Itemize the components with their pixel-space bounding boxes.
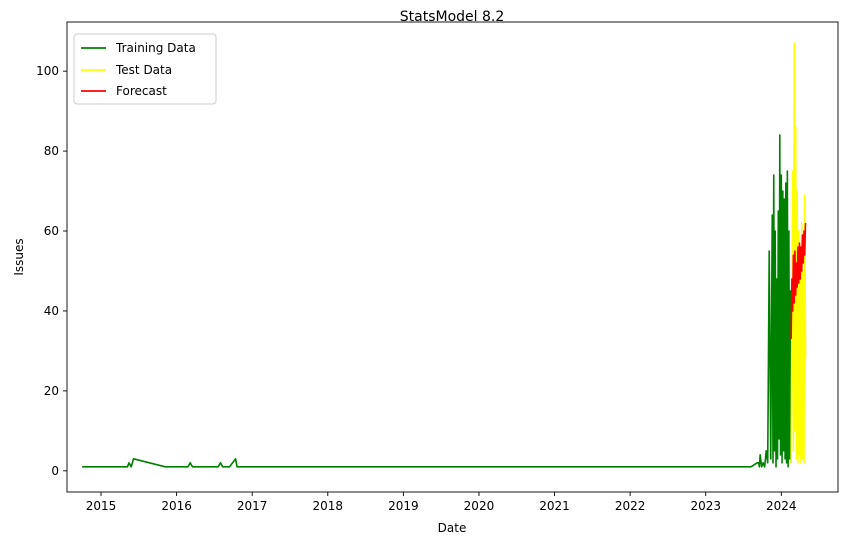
legend: Training Data Test Data Forecast: [73, 33, 217, 105]
x-tick-label: 2017: [237, 499, 268, 513]
x-tick-label: 2020: [464, 499, 495, 513]
x-tick-label: 2024: [766, 499, 797, 513]
x-axis-label: Date: [438, 521, 467, 535]
x-tick-label: 2022: [615, 499, 646, 513]
x-tick-label: 2015: [86, 499, 117, 513]
legend-label-test: Test Data: [115, 63, 172, 77]
y-tick-label: 40: [44, 304, 59, 318]
x-tick-label: 2021: [539, 499, 570, 513]
series-line-forecast: [790, 223, 807, 339]
y-tick-label: 0: [51, 464, 59, 478]
y-tick-label: 80: [44, 144, 59, 158]
y-tick-label: 20: [44, 384, 59, 398]
legend-box: [73, 33, 217, 105]
series-line-test-data: [790, 42, 807, 464]
series-line-training-data: [82, 134, 792, 468]
y-tick-label: 60: [44, 224, 59, 238]
legend-label-training: Training Data: [115, 41, 196, 55]
y-axis-ticks: 0 20 40 60 80 100: [36, 64, 67, 478]
y-tick-label: 100: [36, 64, 59, 78]
x-tick-label: 2019: [388, 499, 419, 513]
chart-title: StatsModel 8.2: [400, 9, 505, 25]
plot-frame: [66, 21, 839, 493]
legend-label-forecast: Forecast: [116, 84, 167, 98]
x-axis-ticks: 2015 2016 2017 2018 2019 2020 2021 2022 2023 2024: [86, 492, 797, 513]
x-tick-label: 2016: [161, 499, 192, 513]
x-tick-label: 2023: [690, 499, 721, 513]
x-tick-label: 2018: [313, 499, 344, 513]
y-axis-label: Issues: [12, 238, 26, 275]
series-layer: [82, 42, 807, 468]
